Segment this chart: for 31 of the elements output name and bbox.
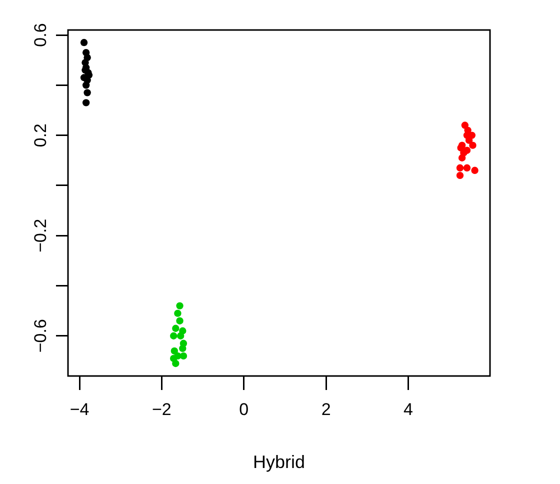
point — [456, 172, 464, 180]
point — [172, 324, 180, 332]
x-tick-label: −4 — [70, 400, 90, 419]
point — [471, 166, 478, 174]
x-tick-label: 0 — [239, 400, 249, 419]
point — [176, 332, 184, 340]
point — [463, 164, 471, 172]
point — [179, 344, 186, 352]
point — [172, 360, 180, 368]
point — [176, 317, 184, 324]
x-tick-label: 2 — [321, 400, 331, 419]
y-tick-label: 0.6 — [31, 23, 50, 47]
point — [170, 332, 178, 340]
y-tick-label: −0.2 — [31, 218, 50, 252]
point — [80, 38, 88, 46]
point — [180, 352, 188, 360]
point — [170, 347, 178, 355]
point — [82, 99, 90, 106]
point — [174, 310, 182, 317]
y-tick-label: −0.6 — [31, 319, 50, 353]
point — [82, 82, 90, 89]
x-axis-title: Hybrid — [252, 452, 306, 472]
x-tick-label: −2 — [152, 400, 172, 419]
point — [469, 142, 476, 149]
point — [461, 122, 469, 129]
point — [176, 302, 184, 310]
x-tick-label: 4 — [403, 400, 413, 419]
y-tick-label: 0.2 — [31, 123, 50, 148]
point — [456, 164, 464, 172]
point — [84, 89, 91, 96]
point — [458, 154, 466, 162]
